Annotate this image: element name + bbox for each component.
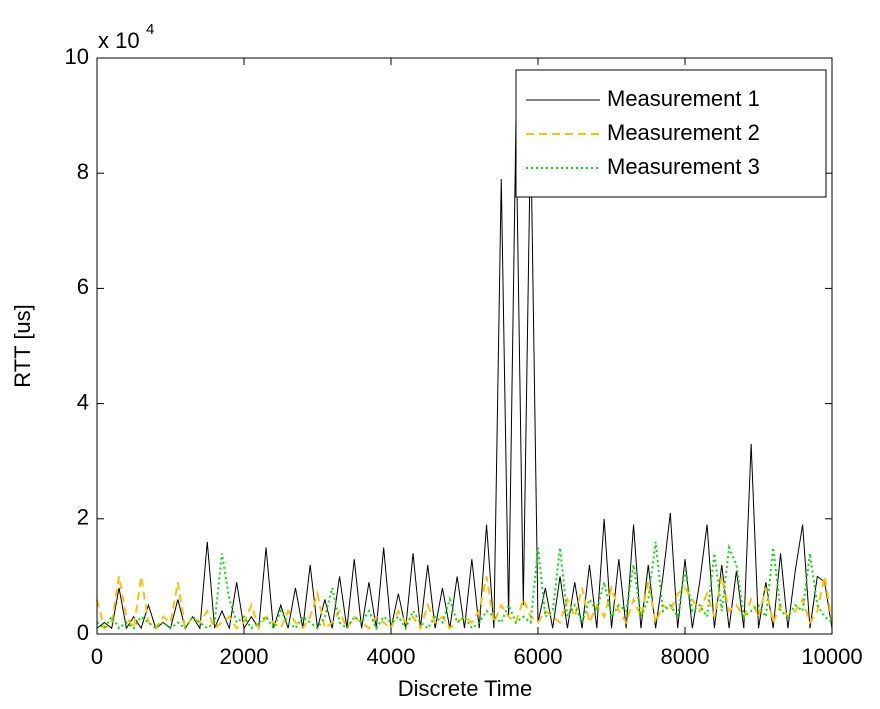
plot-frame — [96, 57, 833, 635]
legend-label: Measurement 3 — [607, 154, 760, 179]
legend-label: Measurement 1 — [607, 86, 760, 111]
y-tick-label: 10 — [65, 44, 89, 69]
x-tick-label: 0 — [91, 644, 103, 669]
x-tick-label: 4000 — [367, 644, 416, 669]
y-tick-label: 6 — [77, 274, 89, 299]
series-line — [96, 541, 833, 631]
y-tick-label: 0 — [77, 620, 89, 645]
y-multiplier: x 10 — [98, 28, 140, 53]
y-axis-label: RTT [us] — [10, 304, 35, 388]
y-multiplier-exponent: 4 — [146, 21, 154, 38]
y-tick-label: 8 — [77, 159, 89, 184]
y-tick-label: 4 — [77, 389, 89, 414]
x-tick-label: 10000 — [801, 644, 862, 669]
x-axis-label: Discrete Time — [398, 676, 532, 701]
x-tick-label: 8000 — [661, 644, 710, 669]
legend-label: Measurement 2 — [607, 120, 760, 145]
x-tick-label: 6000 — [514, 644, 563, 669]
y-tick-label: 2 — [77, 505, 89, 530]
series-line — [96, 121, 833, 631]
x-tick-label: 2000 — [220, 644, 269, 669]
